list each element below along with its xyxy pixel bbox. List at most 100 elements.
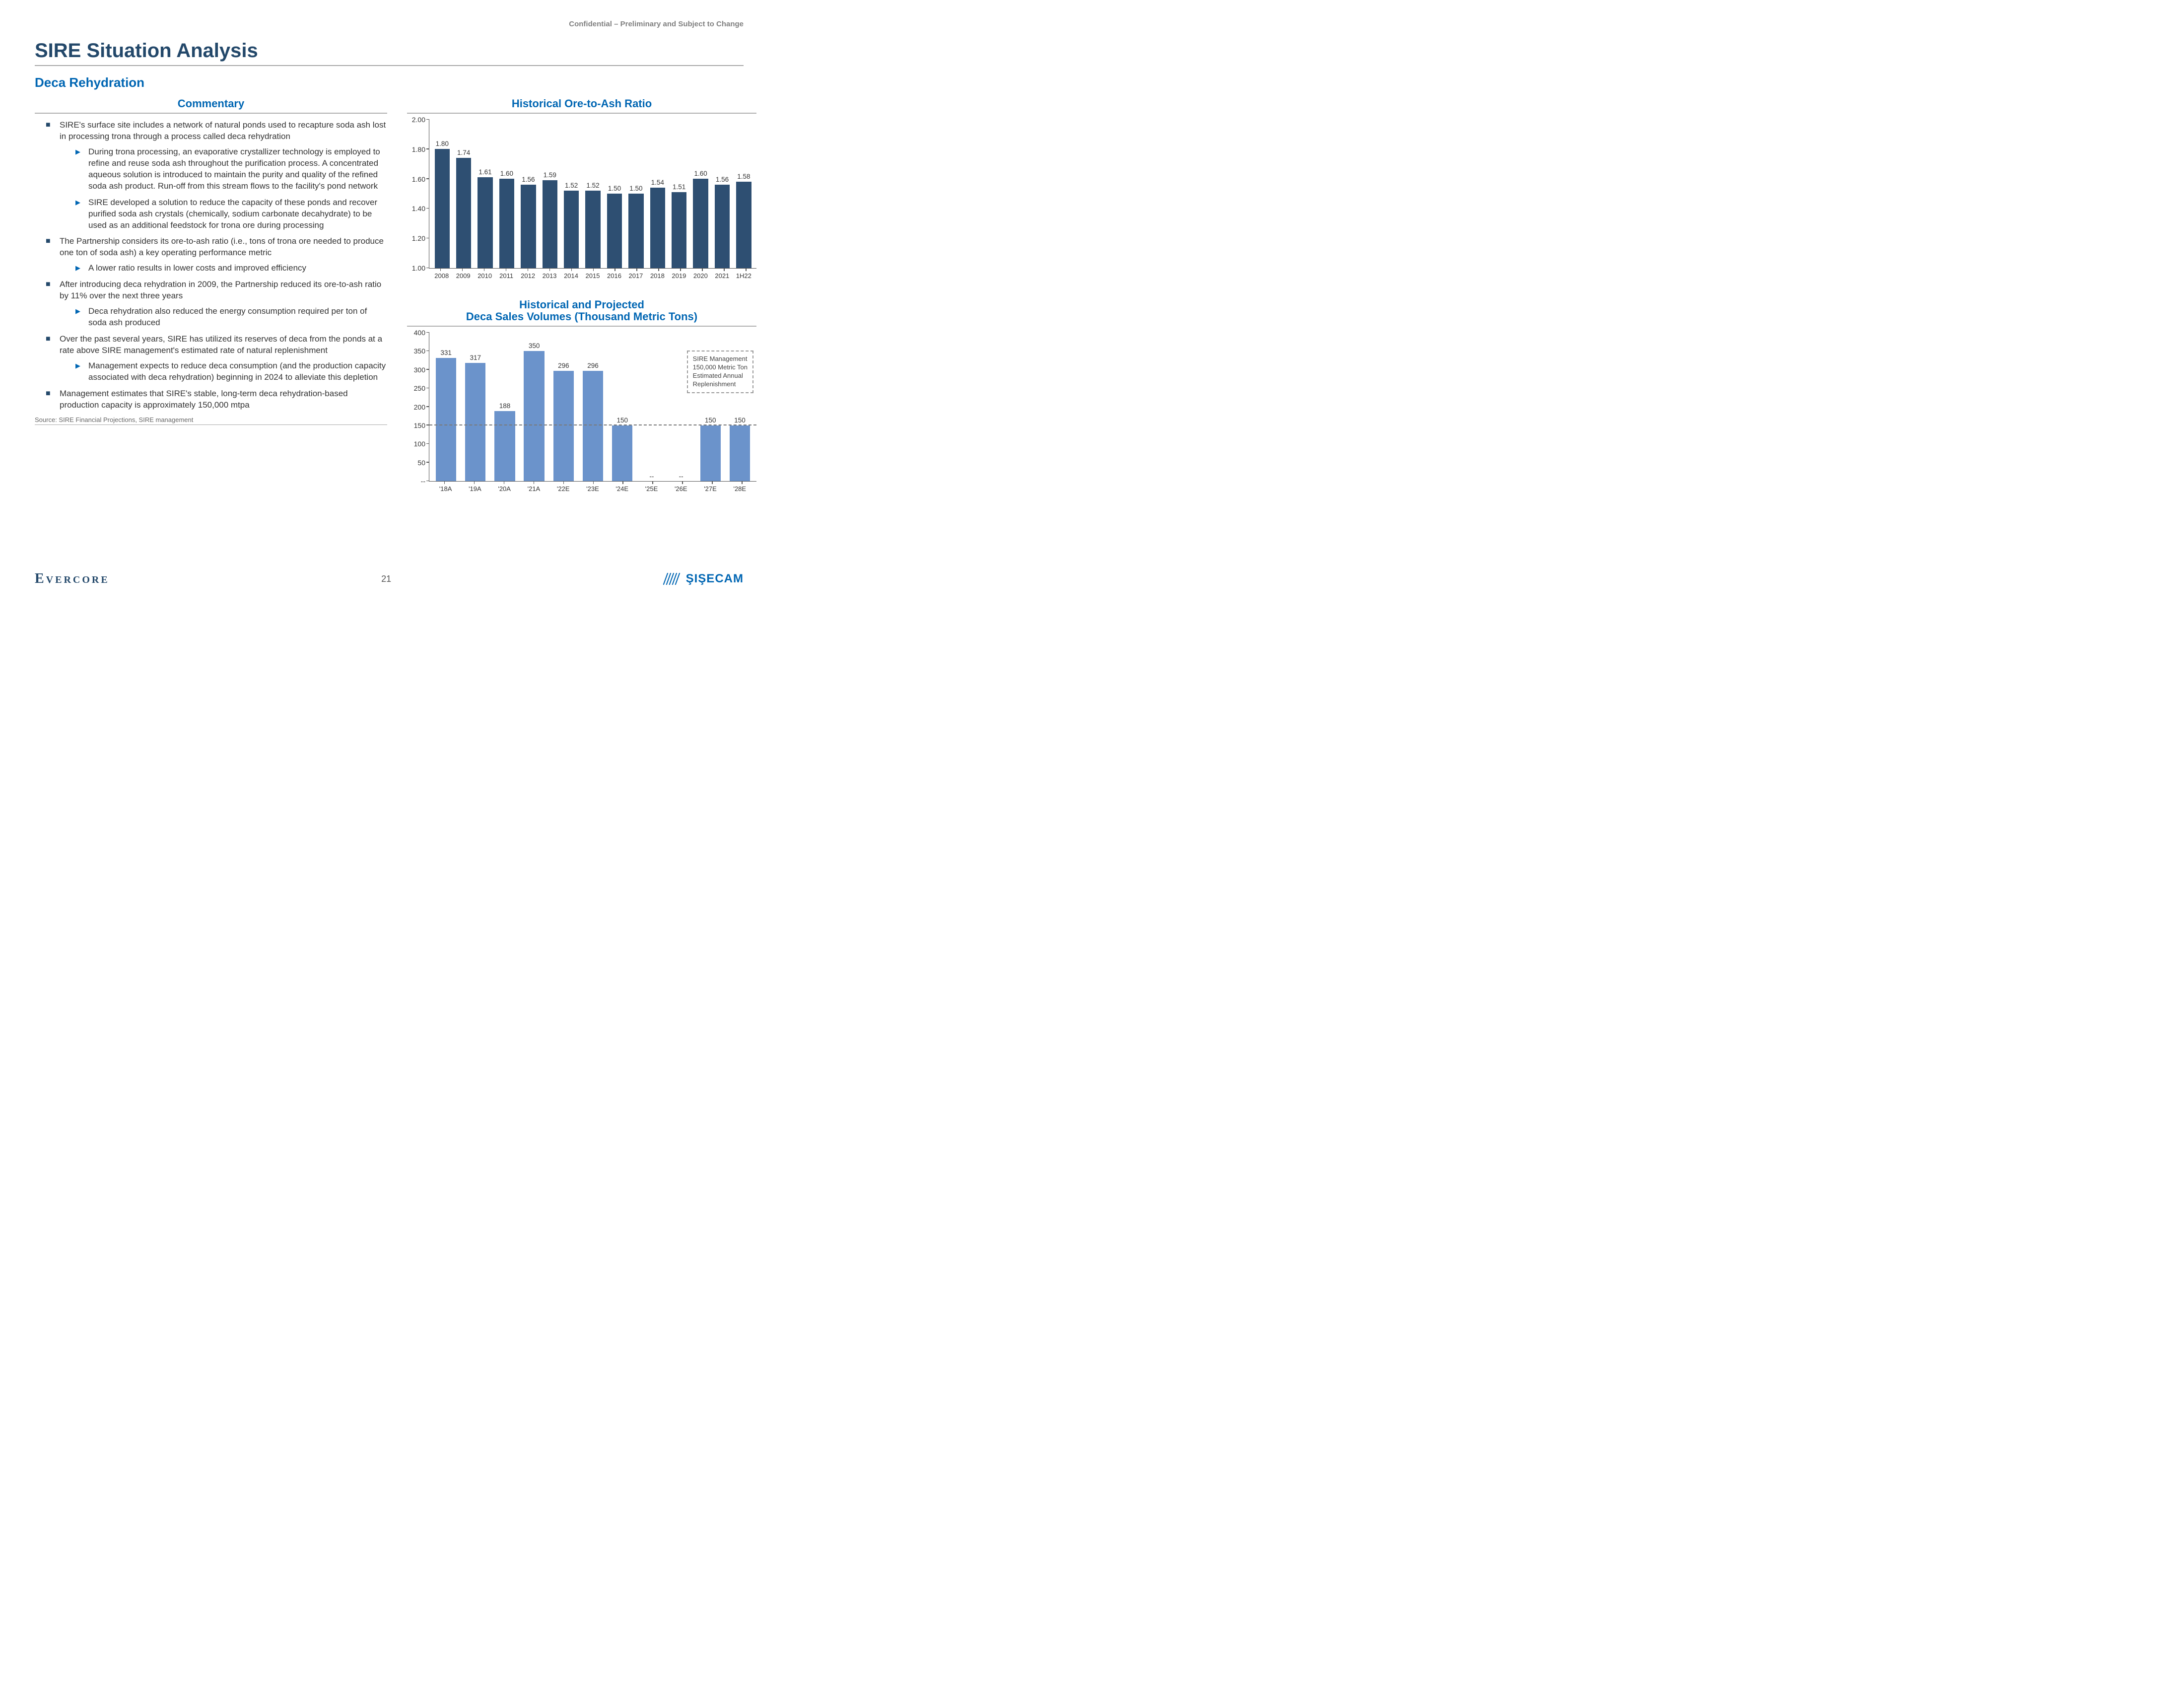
x-axis-category-label: 2020: [690, 272, 711, 280]
x-axis-tick: [534, 481, 535, 484]
bar-value-label: 1.52: [586, 182, 599, 189]
commentary-bullet-text: SIRE's surface site includes a network o…: [60, 120, 386, 141]
commentary-bullet-text: Management estimates that SIRE's stable,…: [60, 389, 348, 410]
y-axis-tick-label: 1.60: [412, 175, 429, 183]
chart2-legend: SIRE Management150,000 Metric TonEstimat…: [687, 351, 753, 393]
bar-slot: 331: [431, 333, 461, 481]
chart1-plot-area: 1.801.741.611.601.561.591.521.521.501.50…: [429, 120, 756, 269]
bar-value-label: 1.60: [500, 170, 513, 177]
commentary-sub-bullet: Deca rehydration also reduced the energy…: [75, 306, 387, 329]
evercore-logo: Evercore: [35, 571, 110, 587]
y-axis-tick: [426, 208, 429, 209]
chart2-plot-area: 331317188350296296150----150150 SIRE Man…: [429, 333, 756, 482]
bar-value-label: 1.74: [457, 149, 470, 156]
commentary-bullet: Management estimates that SIRE's stable,…: [46, 388, 387, 411]
y-axis-tick-label: 1.00: [412, 264, 429, 272]
y-axis-tick: [426, 351, 429, 352]
bar: [612, 425, 632, 482]
x-axis-tick: [506, 268, 507, 271]
y-axis-tick-label: 1.40: [412, 205, 429, 212]
bar-value-label: 1.80: [436, 140, 449, 147]
x-axis-category-label: '25E: [637, 485, 666, 492]
y-axis-tick-label: 300: [414, 366, 429, 374]
x-axis-category-label: 2018: [647, 272, 668, 280]
commentary-list: SIRE's surface site includes a network o…: [35, 120, 387, 411]
y-axis-tick-label: 150: [414, 422, 429, 429]
bar-value-label: 1.52: [565, 182, 578, 189]
commentary-bullet: Over the past several years, SIRE has ut…: [46, 334, 387, 383]
bar-value-label: 317: [470, 354, 481, 361]
bar-value-label: 296: [587, 362, 599, 369]
bar-value-label: 1.51: [673, 183, 685, 191]
bar: [456, 158, 471, 268]
x-axis-tick: [484, 268, 485, 271]
x-axis-tick: [652, 481, 653, 484]
bar-slot: 1.74: [453, 120, 474, 268]
bar-value-label: 1.61: [478, 168, 491, 176]
x-axis-tick: [528, 268, 529, 271]
y-axis-tick: [426, 178, 429, 179]
bar: [736, 182, 751, 268]
y-axis-tick: [426, 481, 429, 482]
y-axis-tick: [426, 238, 429, 239]
x-axis-tick: [593, 268, 594, 271]
bar-value-label: 1.56: [716, 176, 729, 183]
x-axis-category-label: '23E: [578, 485, 607, 492]
bar-slot: 1.51: [668, 120, 689, 268]
x-axis-category-label: 2011: [495, 272, 517, 280]
bar: [494, 411, 515, 481]
x-axis-category-label: 2015: [582, 272, 603, 280]
bar-value-label: 1.60: [694, 170, 707, 177]
x-axis-category-label: 2019: [668, 272, 689, 280]
bar-slot: 296: [549, 333, 578, 481]
bar-value-label: --: [679, 473, 683, 480]
commentary-heading: Commentary: [35, 97, 387, 110]
chart2: 331317188350296296150----150150 SIRE Man…: [429, 333, 756, 492]
x-axis-category-label: '22E: [548, 485, 578, 492]
bar: [585, 191, 600, 268]
x-axis-category-label: '24E: [608, 485, 637, 492]
bar: [465, 363, 485, 481]
y-axis-tick: [426, 369, 429, 370]
bar-slot: 1.59: [539, 120, 560, 268]
y-axis-tick: [426, 424, 429, 425]
confidential-label: Confidential – Preliminary and Subject t…: [569, 20, 744, 28]
commentary-bullet-text: Over the past several years, SIRE has ut…: [60, 334, 382, 355]
y-axis-tick-label: 100: [414, 440, 429, 448]
sisecam-logo-icon: [663, 572, 681, 586]
bar-slot: 1.58: [733, 120, 754, 268]
x-axis-category-label: '18A: [431, 485, 460, 492]
commentary-bullet-text: The Partnership considers its ore-to-ash…: [60, 236, 384, 257]
bar: [693, 179, 708, 268]
source-note: Source: SIRE Financial Projections, SIRE…: [35, 416, 387, 423]
bar: [583, 371, 603, 481]
commentary-divider: [35, 113, 387, 114]
bar-slot: 1.52: [560, 120, 582, 268]
y-axis-tick-label: 350: [414, 347, 429, 355]
sisecam-logo: ŞIŞECAM: [663, 572, 744, 586]
x-axis-tick: [462, 268, 463, 271]
x-axis-tick: [504, 481, 505, 484]
bar-slot: 1.56: [711, 120, 733, 268]
y-axis-tick-label: 400: [414, 329, 429, 337]
bar-slot: --: [637, 333, 666, 481]
x-axis-category-label: 2009: [452, 272, 474, 280]
y-axis-tick-label: 250: [414, 384, 429, 392]
legend-line: Replenishment: [693, 380, 748, 389]
y-axis-tick: [426, 443, 429, 444]
chart2-heading-line2: Deca Sales Volumes (Thousand Metric Tons…: [407, 310, 756, 323]
y-axis-tick: [426, 388, 429, 389]
bar-slot: 1.61: [475, 120, 496, 268]
x-axis-tick: [593, 481, 594, 484]
y-axis-tick: [426, 148, 429, 149]
bar-slot: 1.56: [518, 120, 539, 268]
commentary-sub-bullet: Management expects to reduce deca consum…: [75, 360, 387, 383]
x-axis-tick: [712, 481, 713, 484]
legend-line: Estimated Annual: [693, 372, 748, 380]
bar-value-label: 331: [440, 349, 452, 356]
bar-value-label: 150: [616, 417, 628, 424]
chart1-divider: [407, 113, 756, 114]
bar: [700, 425, 721, 482]
bar-value-label: 1.50: [608, 185, 621, 192]
x-axis-category-label: 2017: [625, 272, 646, 280]
